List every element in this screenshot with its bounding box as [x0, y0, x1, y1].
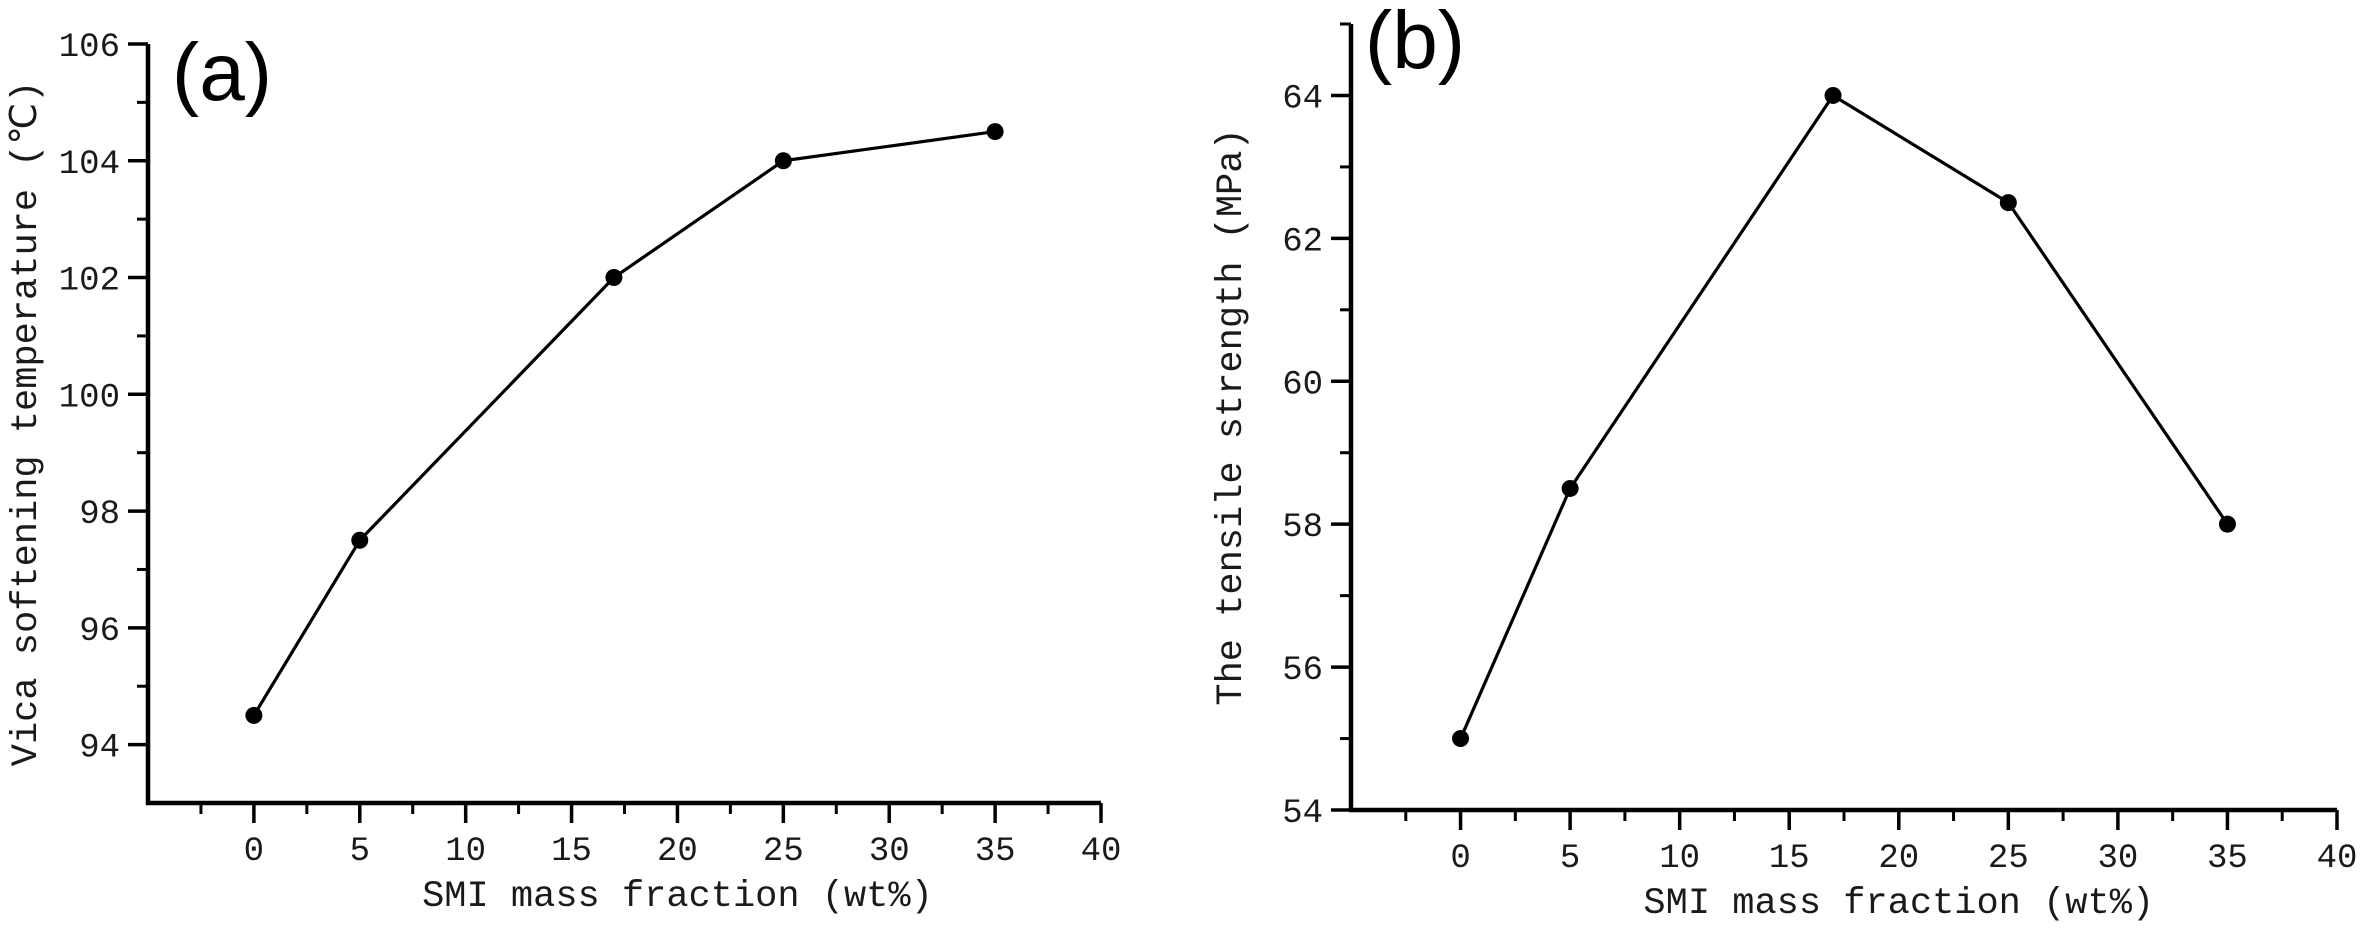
panel-label: (a) [172, 27, 272, 118]
x-tick-label: 35 [975, 833, 1016, 871]
x-tick-label: 20 [1878, 840, 1919, 878]
x-tick-label: 20 [657, 833, 698, 871]
data-point [1999, 194, 2017, 212]
x-tick-label: 15 [551, 833, 592, 871]
data-point [2218, 515, 2236, 533]
x-tick-label: 25 [763, 833, 804, 871]
y-tick-label: 96 [79, 613, 120, 651]
data-point [351, 531, 369, 549]
y-tick-label: 98 [79, 496, 120, 534]
y-tick-label: 58 [1282, 509, 1323, 547]
chart-b-canvas: 0 5 10 15 20 25 30 35 40 54 56 58 60 62 64 SMI mass fra… [1211, 0, 2358, 925]
x-tick-label: 40 [2317, 840, 2358, 878]
x-tick-label: 30 [869, 833, 910, 871]
y-tick-label: 62 [1282, 223, 1323, 261]
data-point [1452, 730, 1470, 748]
y-tick-label: 64 [1282, 80, 1323, 118]
x-tick-label: 40 [1081, 833, 1122, 871]
x-tick-label: 5 [1560, 840, 1580, 878]
chart-panel-a: 0 5 10 15 20 25 30 35 40 94 96 98 100 102 104 106 SMI ma… [6, 27, 1122, 918]
data-point [1824, 86, 1842, 104]
data-point [986, 123, 1004, 141]
data-point [245, 706, 263, 724]
panel-label: (b) [1365, 0, 1465, 86]
series-line [1459, 93, 2229, 740]
x-tick-label: 5 [350, 833, 370, 871]
chart-a-canvas: 0 5 10 15 20 25 30 35 40 94 96 98 100 102 104 106 SMI ma… [6, 27, 1122, 918]
x-tick-label: 0 [1450, 840, 1470, 878]
x-axis-title: SMI mass fraction (wt%) [422, 876, 933, 918]
x-tick-label: 30 [2097, 840, 2138, 878]
y-axis-title: Vica softening temperature (℃) [6, 81, 48, 766]
data-point [605, 269, 623, 287]
x-tick-label: 25 [1988, 840, 2029, 878]
y-axis-title: The tensile strength (MPa) [1211, 128, 1253, 705]
x-tick-label: 0 [244, 833, 264, 871]
y-tick-label: 100 [59, 379, 120, 417]
chart-panel-b: 0 5 10 15 20 25 30 35 40 54 56 58 60 62 64 SMI mass fra… [1181, 0, 2362, 932]
x-tick-label: 10 [1659, 840, 1700, 878]
y-tick-label: 102 [59, 263, 120, 301]
series-line [252, 129, 996, 717]
y-tick-label: 56 [1282, 652, 1323, 690]
y-tick-label: 60 [1282, 366, 1323, 404]
data-point [1561, 479, 1579, 497]
x-tick-label: 10 [445, 833, 486, 871]
y-tick-label: 54 [1282, 795, 1323, 833]
x-axis-title: SMI mass fraction (wt%) [1643, 883, 2154, 925]
y-tick-label: 106 [59, 29, 120, 67]
y-tick-label: 94 [79, 730, 120, 768]
y-tick-label: 104 [59, 146, 120, 184]
x-tick-label: 15 [1769, 840, 1810, 878]
x-tick-label: 35 [2207, 840, 2248, 878]
data-point [774, 152, 792, 170]
